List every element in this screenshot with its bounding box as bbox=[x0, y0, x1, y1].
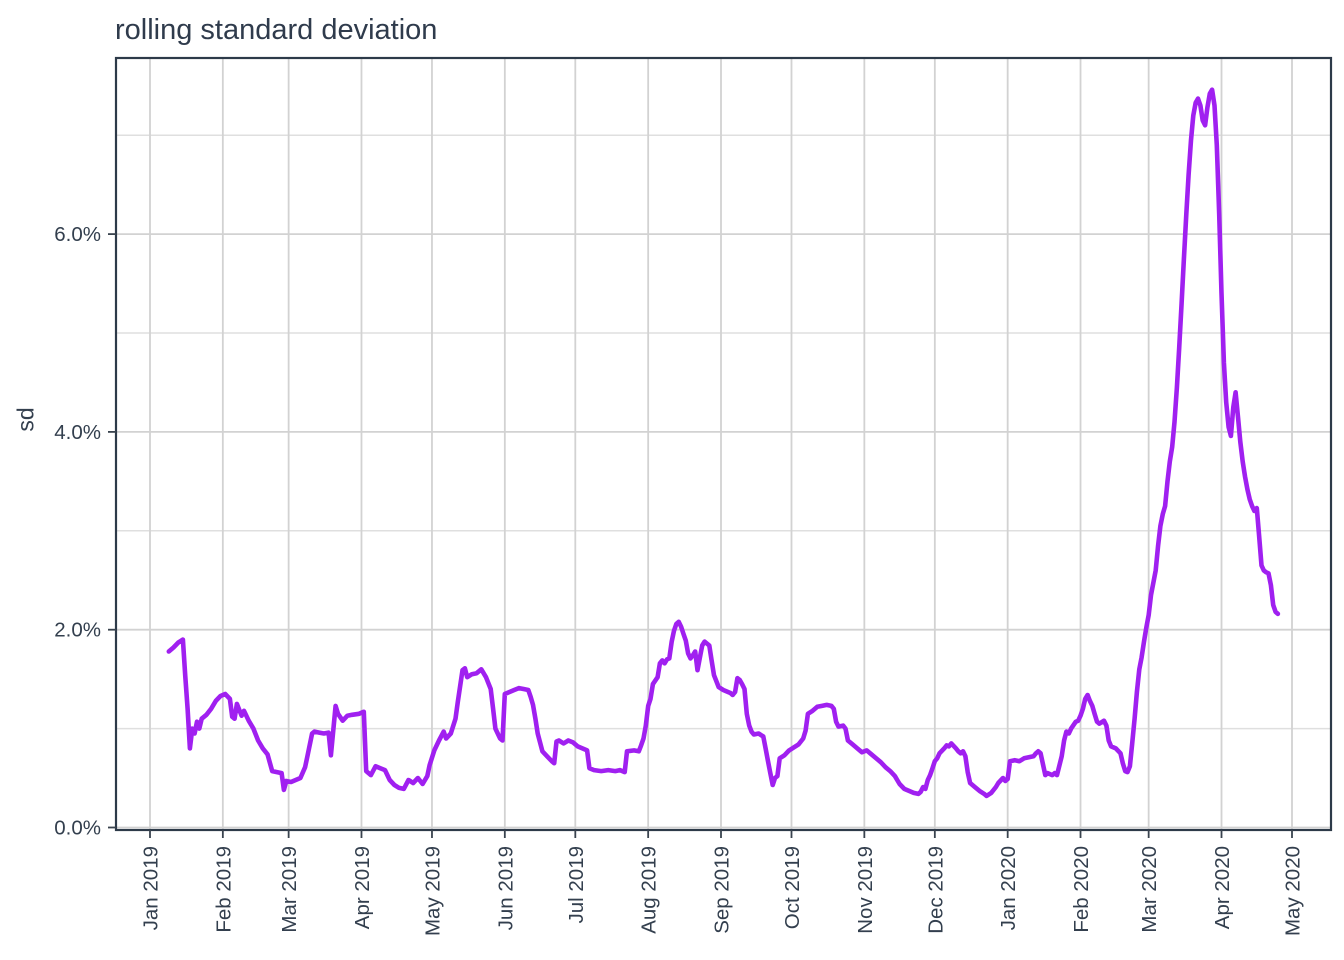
x-tick-label: Aug 2019 bbox=[638, 846, 661, 934]
y-tick-label: 2.0% bbox=[54, 619, 101, 642]
axis-ticks bbox=[108, 233, 1293, 838]
gridlines-major bbox=[116, 58, 1331, 830]
x-tick-label: Oct 2019 bbox=[781, 846, 804, 929]
x-tick-label: Nov 2019 bbox=[854, 846, 877, 934]
y-tick-label: 0.0% bbox=[54, 817, 101, 840]
gridlines-minor bbox=[116, 134, 1331, 730]
chart-title: rolling standard deviation bbox=[115, 14, 438, 46]
sd-line bbox=[166, 87, 1281, 799]
x-tick-label: May 2020 bbox=[1282, 846, 1305, 936]
x-tick-label: Jun 2019 bbox=[494, 846, 517, 930]
y-tick-label: 4.0% bbox=[54, 421, 101, 444]
panel-background bbox=[116, 58, 1331, 830]
y-tick-labels: 0.0% 2.0% 4.0% 6.0% bbox=[54, 223, 101, 839]
panel-border bbox=[114, 56, 1333, 832]
x-tick-label: Jan 2020 bbox=[997, 846, 1020, 930]
x-tick-labels: Jan 2019 Feb 2019 Mar 2019 Apr 2019 May 2019… bbox=[140, 846, 1305, 936]
x-tick-label: Jan 2019 bbox=[140, 846, 163, 930]
x-tick-label: Dec 2019 bbox=[924, 846, 947, 934]
x-tick-label: Mar 2020 bbox=[1138, 846, 1161, 933]
x-tick-label: May 2019 bbox=[421, 846, 444, 936]
x-tick-label: Feb 2019 bbox=[212, 846, 235, 933]
x-tick-label: Sep 2019 bbox=[711, 846, 734, 934]
x-tick-label: Jul 2019 bbox=[565, 846, 588, 924]
x-tick-label: Mar 2019 bbox=[278, 846, 301, 933]
x-tick-label: Feb 2020 bbox=[1070, 846, 1093, 933]
x-tick-label: Apr 2019 bbox=[351, 846, 374, 929]
y-tick-label: 6.0% bbox=[54, 223, 101, 246]
x-tick-label: Apr 2020 bbox=[1211, 846, 1234, 929]
